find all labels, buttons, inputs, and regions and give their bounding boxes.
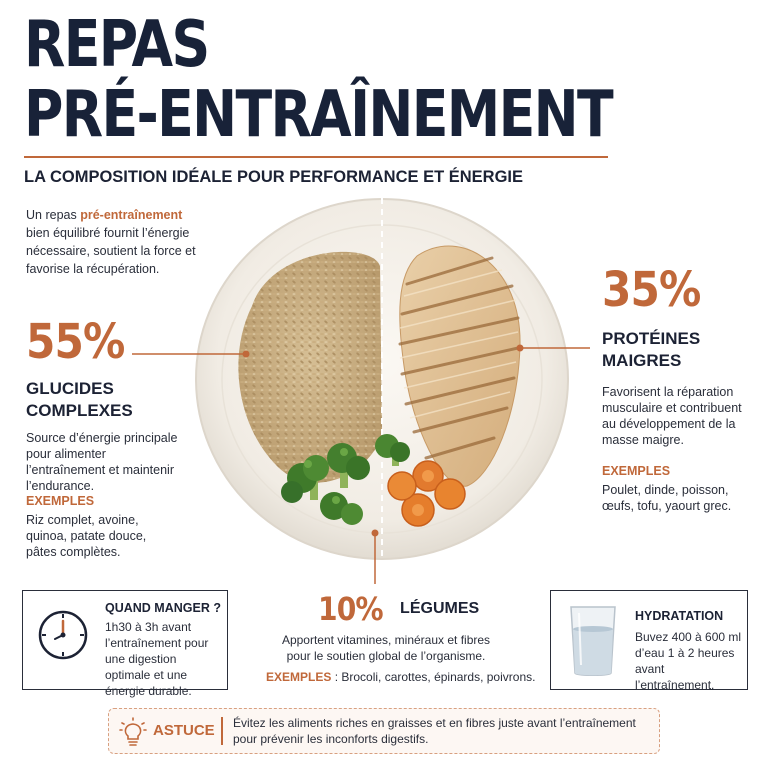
carbs-percent: 55% bbox=[26, 314, 125, 370]
proteins-description: Favorisent la réparation musculaire et c… bbox=[602, 385, 742, 447]
vegetables-description: Apportent vitamines, minéraux et fibres … bbox=[276, 632, 496, 664]
tip-label: ASTUCE bbox=[153, 722, 215, 739]
tip-text: Évitez les aliments riches en graisses e… bbox=[233, 715, 636, 747]
intro-text: Un repas pré-entraînement bien équilibré… bbox=[26, 206, 206, 278]
tip-text-line-1: Évitez les aliments riches en graisses e… bbox=[233, 716, 636, 730]
vegetables-label: LÉGUMES bbox=[400, 600, 480, 617]
carbs-examples-label: EXEMPLES bbox=[26, 494, 95, 508]
clock-icon bbox=[38, 610, 88, 660]
vegetables-percent: 10% bbox=[318, 590, 384, 628]
vegetables-heading: 10% LÉGUMES bbox=[318, 590, 479, 628]
broccoli bbox=[281, 434, 410, 525]
meal-plate-illustration bbox=[195, 198, 569, 560]
proteins-label: PROTÉINES MAIGRES bbox=[602, 328, 700, 372]
when-to-eat-box: QUAND MANGER ? 1h30 à 3h avant l’entraîn… bbox=[22, 590, 228, 698]
lightbulb-icon bbox=[119, 717, 147, 746]
hydration-text: Buvez 400 à 600 ml d’eau 1 à 2 heures av… bbox=[635, 630, 742, 692]
title-line-1: REPAS bbox=[24, 8, 210, 82]
tip-divider bbox=[221, 717, 223, 745]
tip-text-line-2: pour prévenir les inconforts digestifs. bbox=[233, 732, 429, 746]
proteins-label-line-1: PROTÉINES bbox=[602, 329, 701, 348]
when-title: QUAND MANGER ? bbox=[105, 601, 221, 615]
title-divider bbox=[24, 156, 608, 158]
intro-after: bien équilibré fournit l’énergie nécessa… bbox=[26, 226, 196, 276]
hydration-box: HYDRATATION Buvez 400 à 600 ml d’eau 1 à… bbox=[550, 590, 748, 692]
carbs-examples: Riz complet, avoine, quinoa, patate douc… bbox=[26, 513, 147, 559]
carrots bbox=[387, 460, 466, 527]
vegetables-description-line-1: Apportent vitamines, minéraux et fibres bbox=[281, 633, 491, 647]
brown-rice bbox=[238, 251, 382, 483]
carbs-description: Source d’énergie principale pour aliment… bbox=[26, 431, 178, 493]
proteins-examples-label: EXEMPLES bbox=[602, 464, 671, 478]
vegetables-examples-label: EXEMPLES bbox=[266, 670, 332, 684]
proteins-percent: 35% bbox=[602, 262, 701, 318]
proteins-label-line-2: MAIGRES bbox=[602, 351, 682, 370]
page-title: REPAS PRÉ-ENTRAÎNEMENT bbox=[24, 8, 614, 152]
vegetables-description-line-2: pour le soutien global de l’organisme. bbox=[286, 649, 486, 663]
grilled-chicken bbox=[398, 245, 521, 487]
tip-banner: ASTUCE Évitez les aliments riches en gra… bbox=[108, 708, 660, 754]
page-subtitle: LA COMPOSITION IDÉALE POUR PERFORMANCE E… bbox=[24, 168, 524, 186]
intro-highlight: pré-entraînement bbox=[80, 208, 183, 222]
carbs-label-line-1: GLUCIDES bbox=[26, 379, 114, 398]
vegetables-examples: EXEMPLES : Brocoli, carottes, épinards, … bbox=[266, 670, 535, 684]
carbs-label: GLUCIDES COMPLEXES bbox=[26, 378, 133, 422]
water-glass-icon bbox=[570, 606, 616, 676]
hydration-title: HYDRATATION bbox=[635, 609, 724, 623]
intro-before: Un repas bbox=[26, 208, 81, 222]
carbs-label-line-2: COMPLEXES bbox=[26, 401, 133, 420]
title-line-2: PRÉ-ENTRAÎNEMENT bbox=[24, 78, 614, 152]
vegetables-examples-text: : Brocoli, carottes, épinards, poivrons. bbox=[331, 670, 536, 684]
proteins-examples: Poulet, dinde, poisson, œufs, tofu, yaou… bbox=[602, 483, 732, 513]
when-text: 1h30 à 3h avant l’entraînement pour une … bbox=[105, 620, 209, 698]
